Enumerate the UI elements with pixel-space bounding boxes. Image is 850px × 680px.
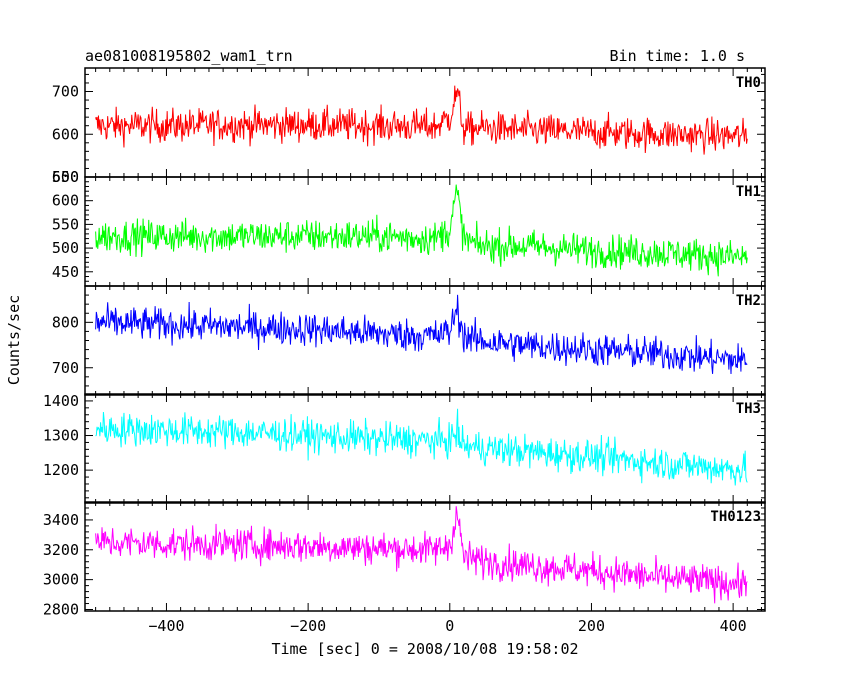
panel-th0123: 2800 3000 3200 3400 TH0123 [43,501,766,619]
panel-label-th0: TH0 [736,75,761,91]
x-axis-title: Time [sec] 0 = 2008/10/08 19:58:02 [271,640,578,658]
panel-label-th2: TH2 [736,293,761,309]
series-line-th3 [95,408,748,486]
y-tick-label: 450 [52,263,79,281]
panel-label-th1: TH1 [736,184,761,200]
y-axis-title: Counts/sec [5,295,23,385]
y-tick-label: 3000 [43,571,79,589]
series-line-th0123 [95,506,748,604]
panel-th3: 1200 1300 1400 TH3 [43,392,766,504]
chart-title: ae081008195802_wam1_trn [85,47,293,65]
y-tick-label: 700 [52,359,79,377]
x-tick-label: 0 [445,617,454,635]
y-tick-label: 550 [52,215,79,233]
y-tick-label: 1200 [43,461,79,479]
y-tick-label: 2800 [43,601,79,619]
x-tick-label: 400 [720,617,747,635]
panel-frame [84,501,766,612]
y-tick-label: 600 [52,192,79,210]
x-tick-label: −400 [148,617,184,635]
panel-label-th3: TH3 [736,401,761,417]
y-tick-label: 1300 [43,427,79,445]
series-line-th2 [95,294,748,375]
panel-frame [84,176,766,287]
panel-frame [84,285,766,396]
panel-th0: 500 600 700 TH0 [52,67,766,186]
y-tick-label: 600 [52,125,79,143]
panel-frame [84,393,766,504]
panel-th2: 700 800 TH2 [52,285,766,396]
x-tick-label: −200 [290,617,326,635]
y-tick-label: 3400 [43,511,79,529]
y-tick-label: 500 [52,168,79,186]
bin-time-label: Bin time: 1.0 s [610,47,745,65]
x-tick-label: 200 [578,617,605,635]
panel-label-th0123: TH0123 [710,509,761,525]
y-tick-label: 500 [52,239,79,257]
panels-group: 500 600 700 TH0 450 500 550 600 650 TH1 700 800 TH2 1… [43,67,766,635]
y-tick-label: 1400 [43,392,79,410]
y-tick-label: 650 [52,168,79,186]
series-line-th0 [95,85,748,155]
y-tick-label: 3200 [43,541,79,559]
series-line-th1 [95,184,748,277]
y-tick-label: 700 [52,83,79,101]
y-tick-label: 800 [52,313,79,331]
panel-th1: 450 500 550 600 650 TH1 [52,168,766,287]
